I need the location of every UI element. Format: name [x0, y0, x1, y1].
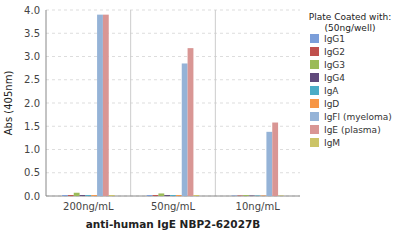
x-tick-label: 200ng/mL	[63, 201, 114, 212]
legend-swatch	[310, 47, 319, 56]
y-tick-label: 1.5	[24, 121, 40, 132]
bar	[85, 195, 91, 196]
y-tick-label: 1.0	[24, 144, 40, 155]
bar	[91, 195, 97, 196]
legend: Plate Coated with:(50ng/well)IgG1 IgG2 IgG…	[309, 12, 392, 148]
bar	[147, 195, 153, 196]
legend-label: IgG3	[324, 60, 345, 70]
legend-swatch	[310, 99, 319, 108]
y-tick-label: 0.5	[24, 167, 40, 178]
bar	[80, 195, 86, 196]
group-separator	[130, 10, 131, 196]
legend-swatch	[310, 60, 319, 69]
legend-title: Plate Coated with:(50ng/well)	[309, 12, 391, 33]
grid-line	[46, 172, 300, 173]
legend-label: IgE (plasma)	[324, 125, 381, 135]
grid-line	[46, 10, 300, 11]
legend-label: IgM	[324, 138, 340, 148]
legend-label: IgD	[324, 99, 339, 109]
legend-label: IgA	[324, 86, 339, 96]
legend-swatch	[310, 112, 319, 121]
grid-line	[46, 79, 300, 80]
grid-line	[46, 149, 300, 150]
grid-line	[46, 56, 300, 57]
y-tick-label: 4.0	[24, 5, 40, 16]
bar	[74, 193, 80, 196]
legend-swatch	[310, 125, 319, 134]
bar	[272, 123, 278, 196]
grid-line	[46, 126, 300, 127]
bar	[231, 195, 237, 196]
bar	[153, 195, 159, 196]
grid	[46, 10, 300, 196]
bar	[170, 195, 176, 196]
bar	[237, 195, 243, 196]
chart: 0.0 0.5 1.0 1.5 2.0 2.5 3.0 3.5 4.0 200ng/mL 50ng/…	[0, 0, 400, 240]
y-tick-label: 0.0	[24, 191, 40, 202]
bars	[62, 15, 284, 196]
legend-swatch	[310, 86, 319, 95]
y-axis-label: Abs (405nm)	[3, 71, 14, 136]
y-tick-label: 2.0	[24, 98, 40, 109]
grid-line	[46, 103, 300, 104]
legend-label: IgG2	[324, 47, 345, 57]
grid-line	[46, 33, 300, 34]
bar	[266, 132, 272, 196]
bar	[188, 48, 194, 196]
bar	[176, 195, 182, 196]
bar	[109, 195, 115, 196]
grid-line	[46, 196, 300, 197]
bar	[182, 63, 188, 196]
bar	[278, 195, 284, 196]
bar	[249, 195, 255, 196]
bar	[62, 195, 68, 196]
bar	[158, 193, 164, 196]
x-axis-label: anti-human IgE NBP2-62027B	[86, 218, 261, 230]
bar	[97, 15, 103, 196]
x-axis-line	[46, 196, 300, 197]
legend-label: IgG1	[324, 34, 345, 44]
bar	[164, 195, 170, 196]
legend-label: IgFl (myeloma)	[324, 112, 392, 122]
bar	[103, 15, 109, 196]
group-separator	[215, 10, 216, 196]
x-tick-label: 50ng/mL	[151, 201, 196, 212]
legend-swatch	[310, 73, 319, 82]
y-tick-label: 2.5	[24, 74, 40, 85]
bar	[68, 195, 74, 196]
y-tick-label: 3.5	[24, 28, 40, 39]
x-tick-label: 10ng/mL	[236, 201, 281, 212]
bar	[243, 195, 249, 196]
legend-swatch	[310, 138, 319, 147]
bar	[255, 195, 261, 196]
y-tick-label: 3.0	[24, 51, 40, 62]
bar	[261, 195, 267, 196]
legend-swatch	[310, 34, 319, 43]
legend-label: IgG4	[324, 73, 345, 83]
bar	[193, 195, 199, 196]
y-axis-line	[46, 10, 47, 196]
